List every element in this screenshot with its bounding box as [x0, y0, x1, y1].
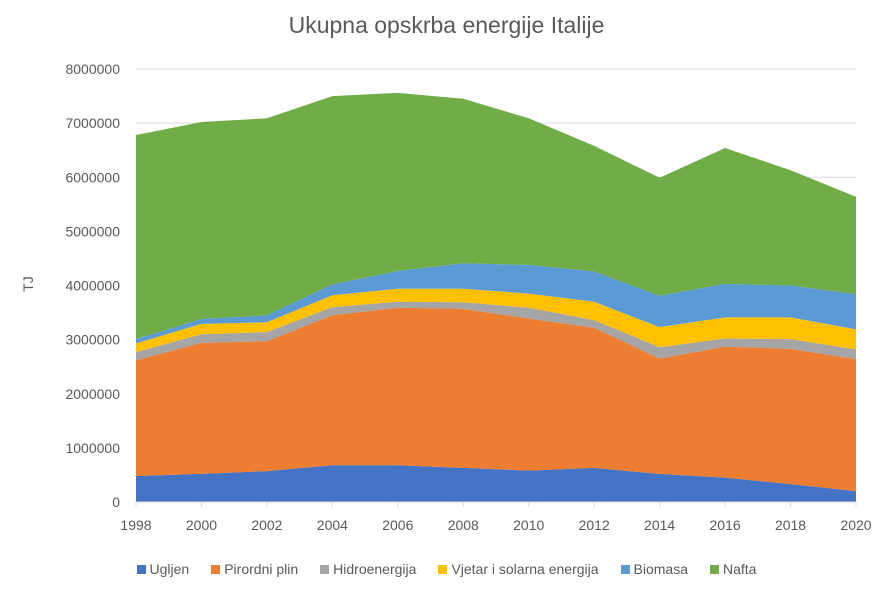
legend-label: Pirordni plin [224, 561, 299, 577]
x-tick-label: 2016 [710, 517, 741, 533]
area-nafta [136, 92, 856, 340]
legend-label: Ugljen [149, 561, 190, 577]
y-tick-label: 4000000 [65, 278, 120, 294]
legend-item: Nafta [710, 561, 756, 577]
area-pirordni-plin [136, 307, 856, 492]
x-tick-label: 2006 [382, 517, 413, 533]
legend: Ugljen Pirordni plin Hidroenergija Vjetar i… [0, 561, 893, 577]
x-tick-label: 2002 [251, 517, 282, 533]
area-vjetar-i-solarna-energija [136, 288, 856, 353]
y-tick-label: 6000000 [65, 169, 120, 185]
y-tick-label: 8000000 [65, 61, 120, 77]
x-tick-label: 2010 [513, 517, 544, 533]
legend-item: Ugljen [136, 561, 190, 577]
y-tick-label: 7000000 [65, 115, 120, 131]
x-tick-label: 2012 [579, 517, 610, 533]
area-hidroenergija [136, 301, 856, 361]
legend-swatch [211, 564, 221, 574]
legend-item: Hidroenergija [320, 561, 416, 577]
y-tick-label: 2000000 [65, 386, 120, 402]
x-tick-label: 2004 [317, 517, 348, 533]
y-tick-label: 5000000 [65, 223, 120, 239]
legend-item: Pirordni plin [211, 561, 298, 577]
legend-swatch [320, 564, 330, 574]
area-biomasa [136, 263, 856, 344]
legend-label: Vjetar i solarna energija [451, 561, 599, 577]
legend-label: Biomasa [633, 561, 688, 577]
chart-title: Ukupna opskrba energije Italije [288, 12, 605, 38]
y-tick-label: 0 [112, 494, 120, 510]
legend-label: Hidroenergija [333, 561, 417, 577]
legend-item: Vjetar i solarna energija [438, 561, 599, 577]
legend-item: Biomasa [620, 561, 688, 577]
y-tick-label: 1000000 [65, 440, 120, 456]
x-tick-label: 1998 [120, 517, 151, 533]
legend-swatch [710, 564, 719, 574]
legend-label: Nafta [723, 561, 757, 577]
x-tick-label: 2008 [448, 517, 479, 533]
legend-swatch [136, 564, 146, 574]
y-tick-label: 3000000 [65, 332, 120, 348]
area-ugljen [136, 465, 856, 502]
x-tick-label: 2018 [775, 517, 806, 533]
x-tick-label: 2020 [840, 517, 871, 533]
legend-swatch [620, 564, 630, 574]
x-tick-label: 2000 [186, 517, 217, 533]
legend-swatch [438, 564, 448, 574]
x-tick-label: 2014 [644, 517, 675, 533]
